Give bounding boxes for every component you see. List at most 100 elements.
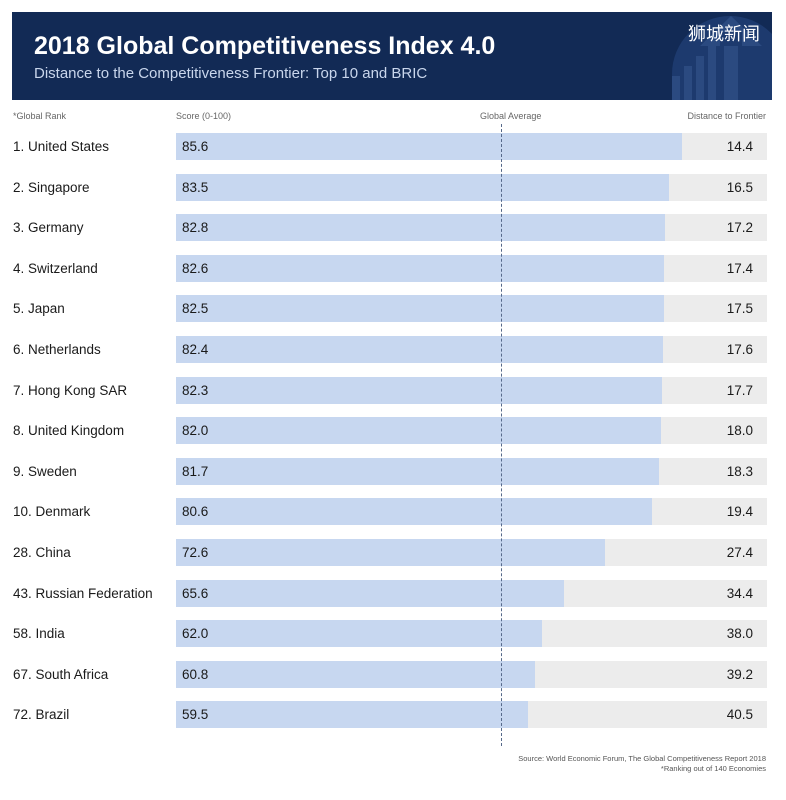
category-label: 1. United States	[13, 139, 110, 154]
distance-to-frontier-bar: 81.7 18.3	[176, 457, 767, 485]
distance-value: 34.4	[726, 585, 753, 601]
chart-row: 28. China 72.6 27.4	[0, 539, 786, 566]
category-label: 67. South Africa	[13, 666, 109, 682]
distance-value: 17.2	[726, 220, 753, 236]
distance-value: 27.4	[726, 545, 753, 560]
distance-value: 19.4	[726, 504, 753, 520]
category-label: 72. Brazil	[13, 707, 70, 723]
chart-row: 43. Russian Federation 65.6 34.4	[0, 579, 786, 607]
chart-row: 58. India 62.0 38.0	[0, 620, 786, 648]
distance-to-frontier-bar: 82.3 17.7	[176, 376, 767, 404]
distance-value: 17.7	[726, 382, 753, 398]
chart-row: 5. Japan 82.5 17.5	[0, 295, 786, 323]
score-value: 83.5	[182, 179, 209, 195]
chart-row: 1. United States 85.6 14.4	[0, 133, 786, 160]
score-value: 62.0	[182, 626, 209, 642]
category-label: 28. China	[13, 545, 71, 560]
distance-to-frontier-bar: 82.8 17.2	[176, 214, 767, 242]
distance-value: 17.6	[726, 342, 753, 357]
chart-header: 2018 Global Competitiveness Index 4.0 Di…	[12, 12, 772, 100]
distance-value: 17.4	[726, 260, 753, 276]
score-value: 82.0	[182, 423, 209, 439]
distance-to-frontier-bar: 72.6 27.4	[176, 539, 767, 566]
distance-value: 14.4	[726, 139, 753, 154]
source-note: Source: World Economic Forum, The Global…	[518, 754, 766, 774]
score-value: 82.4	[182, 342, 209, 357]
category-label: 58. India	[13, 626, 65, 642]
distance-to-frontier-bar: 62.0 38.0	[176, 620, 767, 648]
category-label: 7. Hong Kong SAR	[13, 382, 128, 398]
chart-row: 8. United Kingdom 82.0 18.0	[0, 417, 786, 445]
chart-row: 67. South Africa 60.8 39.2	[0, 660, 786, 688]
score-value: 82.3	[182, 382, 209, 398]
score-value: 82.8	[182, 220, 209, 236]
category-label: 6. Netherlands	[13, 342, 101, 357]
distance-value: 18.3	[726, 463, 753, 479]
category-label: 9. Sweden	[13, 463, 77, 479]
distance-value: 16.5	[726, 179, 753, 195]
score-bar	[176, 579, 564, 607]
global-average-line	[500, 124, 502, 746]
score-value: 65.6	[182, 585, 209, 601]
chart-row: 6. Netherlands 82.4 17.6	[0, 336, 786, 363]
score-value: 80.6	[182, 504, 209, 520]
score-bar	[176, 701, 528, 729]
score-bar	[176, 457, 659, 485]
chart-row: 9. Sweden 81.7 18.3	[0, 457, 786, 485]
distance-to-frontier-bar: 82.5 17.5	[176, 295, 767, 323]
distance-value: 40.5	[726, 707, 753, 723]
score-bar	[176, 295, 664, 323]
watermark-text: 狮城新闻	[688, 24, 760, 45]
category-label: 5. Japan	[13, 301, 65, 317]
category-label: 8. United Kingdom	[13, 423, 125, 439]
score-bar	[176, 214, 666, 242]
score-value: 72.6	[182, 545, 209, 560]
score-bar	[176, 173, 670, 201]
score-bar	[176, 417, 661, 445]
distance-to-frontier-bar: 59.5 40.5	[176, 701, 767, 729]
score-value: 60.8	[182, 666, 209, 682]
score-bar	[176, 376, 663, 404]
score-bar	[176, 336, 663, 363]
score-bar	[176, 539, 606, 566]
chart-row: 4. Switzerland 82.6 17.4	[0, 254, 786, 282]
score-bar	[176, 133, 682, 160]
category-label: 3. Germany	[13, 220, 84, 236]
score-bar	[176, 660, 536, 688]
distance-to-frontier-bar: 82.6 17.4	[176, 254, 767, 282]
distance-value: 17.5	[726, 301, 753, 317]
score-column-header: Score (0-100)	[176, 111, 232, 121]
distance-to-frontier-bar: 85.6 14.4	[176, 133, 767, 160]
score-bar	[176, 620, 543, 648]
score-value: 82.6	[182, 260, 209, 276]
distance-value: 18.0	[726, 423, 753, 439]
score-value: 85.6	[182, 139, 209, 154]
score-value: 81.7	[182, 463, 209, 479]
distance-to-frontier-bar: 82.0 18.0	[176, 417, 767, 445]
distance-to-frontier-bar: 80.6 19.4	[176, 498, 767, 526]
chart-row: 7. Hong Kong SAR 82.3 17.7	[0, 376, 786, 404]
source-line: Source: World Economic Forum, The Global…	[518, 754, 766, 763]
distance-value: 39.2	[726, 666, 753, 682]
category-label: 10. Denmark	[13, 504, 91, 520]
ranking-note: *Ranking out of 140 Economies	[660, 764, 766, 773]
score-value: 59.5	[182, 707, 209, 723]
chart-row: 2. Singapore 83.5 16.5	[0, 173, 786, 201]
chart-row: 10. Denmark 80.6 19.4	[0, 498, 786, 526]
distance-to-frontier-bar: 82.4 17.6	[176, 336, 767, 363]
chart-title: 2018 Global Competitiveness Index 4.0	[34, 32, 496, 60]
chart-row: 72. Brazil 59.5 40.5	[0, 701, 786, 729]
chart-subtitle: Distance to the Competitiveness Frontier…	[34, 65, 428, 82]
distance-to-frontier-bar: 83.5 16.5	[176, 173, 767, 201]
distance-value: 38.0	[726, 626, 753, 642]
category-label: 2. Singapore	[13, 179, 90, 195]
globe-arrow-decoration	[672, 16, 772, 100]
score-value: 82.5	[182, 301, 209, 317]
global-average-header: Global Average	[480, 111, 542, 121]
category-label: 4. Switzerland	[13, 260, 98, 276]
distance-to-frontier-bar: 60.8 39.2	[176, 660, 767, 688]
distance-column-header: Distance to Frontier	[687, 111, 766, 121]
category-label: 43. Russian Federation	[13, 585, 153, 601]
rank-column-header: *Global Rank	[13, 111, 67, 121]
distance-to-frontier-bar: 65.6 34.4	[176, 579, 767, 607]
